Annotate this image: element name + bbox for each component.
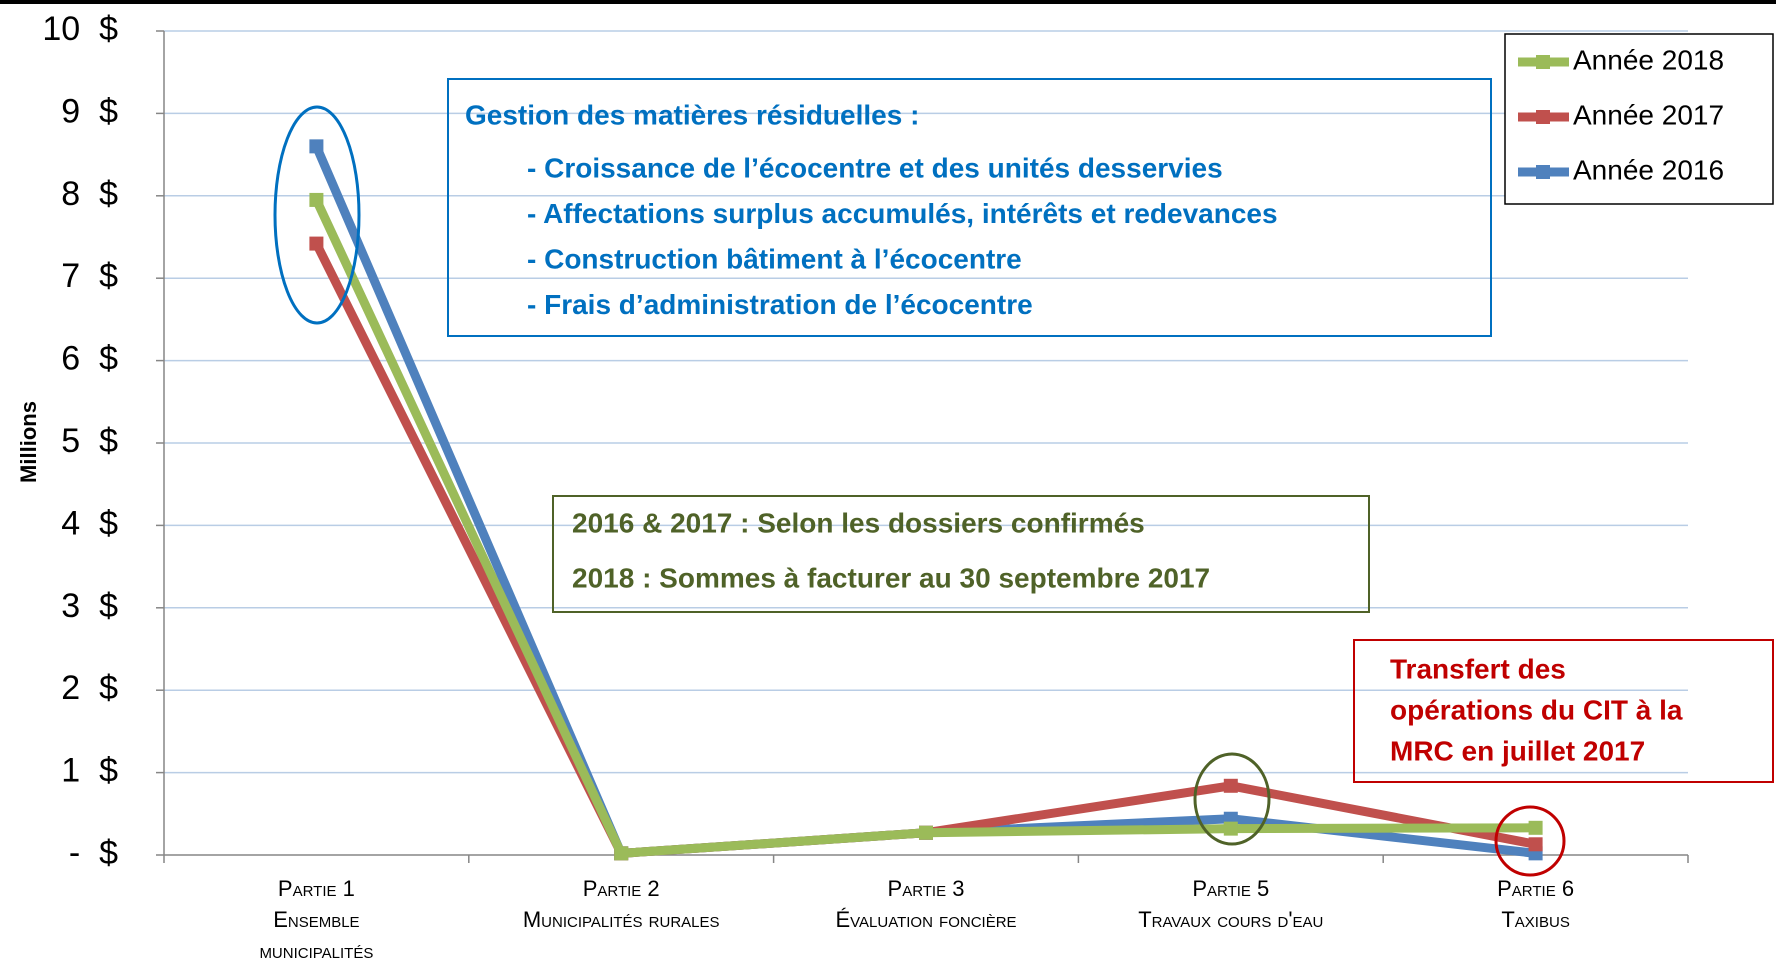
legend-marker [1536,165,1550,179]
point-marker [1223,778,1238,793]
x-tick-label: Partie 3 [888,876,965,901]
legend-label: Année 2017 [1573,99,1724,130]
annotation-box [552,495,1370,613]
annotation-box [1353,639,1774,783]
point-marker [1223,821,1238,836]
annotation-list: - Croissance de l’écocentre et des unité… [527,152,1278,320]
annotation-list: Transfert des opérations du CIT à la MRC e… [1390,653,1683,766]
point-marker [614,846,629,861]
y-tick-label: 9 $ [61,92,118,130]
annotation-list: 2016 & 2017 : Selon les dossiers confirm… [572,507,1210,593]
x-tick-label: Ensemble [273,907,359,932]
y-tick-label: 6 $ [61,340,118,378]
legend-marker [1536,55,1550,69]
x-tick-label: Partie 5 [1192,876,1269,901]
legend-entries: Année 2018 Année 2017 Année 2016 [1518,44,1724,185]
annotation-title: Gestion des matières résiduelles : [465,99,919,130]
annotation-item: MRC en juillet 2017 [1390,735,1645,766]
annotation-item: - Frais d’administration de l’écocentre [527,289,1033,320]
y-tick-label: 4 $ [61,504,118,542]
annotation-item: 2018 : Sommes à facturer au 30 septembre… [572,562,1210,593]
x-tick-label: Partie 2 [583,876,660,901]
y-tick-label: 3 $ [61,587,118,625]
annotation-item: - Construction bâtiment à l’écocentre [527,243,1022,274]
annotation-box [447,78,1492,337]
x-tick-label: Partie 1 [278,876,355,901]
point-marker [309,192,324,207]
highlight-ellipse [273,105,361,325]
x-tick-label: Partie 6 [1497,876,1574,901]
x-tick-label: Taxibus [1501,907,1569,932]
point-marker [1528,837,1543,852]
y-tick-label: 5 $ [61,422,118,460]
y-tick-label: 8 $ [61,175,118,213]
y-tick-label: 10 $ [42,10,118,48]
x-tick-label: Évaluation foncière [835,907,1016,932]
highlight-ellipse [1193,752,1271,846]
y-tick-label: 7 $ [61,257,118,295]
x-tick-label: municipalités [259,938,373,963]
legend-label: Année 2016 [1573,154,1724,185]
legend-label: Année 2018 [1573,44,1724,75]
y-axis-label: Millions [16,401,41,483]
y-tick-label: 1 $ [61,752,118,790]
annotation-item: 2016 & 2017 : Selon les dossiers confirm… [572,507,1145,538]
grid [164,30,1688,774]
x-tick-label: Municipalités rurales [523,907,720,932]
legend-marker [1536,110,1550,124]
point-marker [309,139,324,154]
top-rule [0,0,1776,4]
point-marker [919,825,933,840]
highlight-circle [1494,805,1566,877]
annotation-item: opérations du CIT à la [1390,694,1683,725]
plot [309,139,1543,861]
axes: - $ 1 $ 2 $ 3 $ 4 $ 5 $ 6 $ 7 $ 8 $ 9 $ 10 $ Partie… [42,10,1689,963]
x-tick-label: Travaux cours d'eau [1138,907,1323,932]
annotation-item: - Affectations surplus accumulés, intérê… [527,198,1278,229]
y-tick-label: 2 $ [61,669,118,707]
point-marker [1528,820,1543,835]
y-tick-label: - $ [69,834,118,872]
point-marker [309,236,324,251]
annotation-item: - Croissance de l’écocentre et des unité… [527,152,1223,183]
annotation-item: Transfert des [1390,653,1566,684]
